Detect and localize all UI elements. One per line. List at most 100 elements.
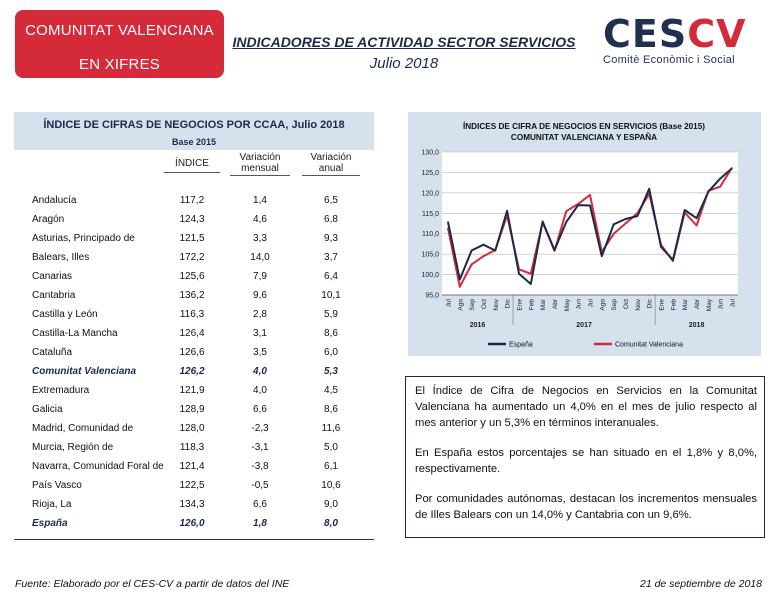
monthly-variation: 6,6 xyxy=(253,499,267,510)
y-tick-label: 105,0 xyxy=(421,252,439,259)
annual-variation: 6,1 xyxy=(324,461,338,472)
region-name: Rioja, La xyxy=(32,499,72,510)
series-line-espana xyxy=(446,167,733,285)
annual-variation: 9,0 xyxy=(324,499,338,510)
monthly-variation: 4,6 xyxy=(253,214,267,225)
index-value: 116,3 xyxy=(179,309,205,320)
region-name: Cantabria xyxy=(32,290,76,301)
monthly-variation: 3,3 xyxy=(253,233,267,244)
annual-variation: 11,6 xyxy=(321,423,341,434)
index-value: 122,5 xyxy=(179,480,205,491)
region-name: Extremadura xyxy=(32,385,90,396)
region-name: Canarias xyxy=(32,271,73,282)
summary-paragraph-1: El Índice de Cifra de Negocios en Servic… xyxy=(415,385,757,429)
annual-variation: 9,3 xyxy=(324,233,338,244)
table-row: Navarra, Comunidad Foral de 121,4 -3,8 6,1 xyxy=(14,458,374,477)
table-row: España 126,0 1,8 8,0 xyxy=(14,515,374,534)
table-base: Base 2015 xyxy=(171,137,217,147)
y-tick-label: 100,0 xyxy=(421,272,439,279)
monthly-variation: 9,6 xyxy=(253,290,267,301)
year-label: 2016 xyxy=(470,322,486,329)
x-tick-label: Feb xyxy=(528,299,535,311)
region-name: Andalucía xyxy=(32,195,77,206)
x-tick-label: Mar xyxy=(540,298,547,310)
x-tick-label: Jul xyxy=(445,298,452,307)
monthly-variation: 1,4 xyxy=(253,195,267,206)
x-tick-label: Sep xyxy=(469,299,476,311)
x-tick-label: May xyxy=(564,298,571,311)
index-value: 126,0 xyxy=(179,518,205,529)
monthly-variation: 3,5 xyxy=(253,347,267,358)
line-chart-panel: ÍNDICES DE CIFRA DE NEGOCIOS EN SERVICIO… xyxy=(408,112,761,356)
table-body: Andalucía 117,2 1,4 6,5 Aragón 124,3 4,6 6,8 Ast… xyxy=(14,192,374,534)
annual-variation: 4,5 xyxy=(324,385,338,396)
ccaa-table: ÍNDICE DE CIFRAS DE NEGOCIOS POR CCAA, J… xyxy=(14,112,374,540)
region-name: Murcia, Región de xyxy=(32,442,114,453)
x-tick-label: Jul xyxy=(588,298,595,307)
logo-subtext: Comitè Econòmic i Social xyxy=(603,54,735,66)
table-row: Comunitat Valenciana 126,2 4,0 5,3 xyxy=(14,363,374,382)
region-name: Asturias, Principado de xyxy=(32,233,135,244)
annual-variation: 5,9 xyxy=(324,309,338,320)
y-tick-label: 125,0 xyxy=(421,170,439,177)
table-row: Extremadura 121,9 4,0 4,5 xyxy=(14,382,374,401)
region-name: España xyxy=(32,518,68,529)
x-tick-label: Ago xyxy=(599,299,606,311)
monthly-variation: -3,8 xyxy=(251,461,269,472)
year-label: 2018 xyxy=(689,322,705,329)
x-tick-label: Ago xyxy=(457,299,464,311)
index-value: 125,6 xyxy=(179,271,205,282)
region-name: Castilla-La Mancha xyxy=(32,328,118,339)
region-name: Madrid, Comunidad de xyxy=(32,423,134,434)
region-name: Navarra, Comunidad Foral de xyxy=(32,461,164,472)
y-tick-label: 95,0 xyxy=(425,293,439,300)
index-value: 121,5 xyxy=(179,233,205,244)
table-header: ÍNDICE DE CIFRAS DE NEGOCIOS POR CCAA, J… xyxy=(14,112,374,150)
monthly-variation: 2,8 xyxy=(253,309,267,320)
line-chart: ÍNDICES DE CIFRA DE NEGOCIOS EN SERVICIO… xyxy=(421,121,738,349)
y-tick-label: 110,0 xyxy=(422,231,439,238)
y-tick-label: 120,0 xyxy=(421,190,439,197)
monthly-variation: -0,5 xyxy=(251,480,269,491)
report-subtitle: Julio 2018 xyxy=(369,55,439,72)
table-row: Galicia 128,9 6,6 8,6 xyxy=(14,401,374,420)
x-tick-label: Jul xyxy=(730,298,737,307)
x-tick-label: Nov xyxy=(635,298,642,310)
x-tick-label: Oct xyxy=(623,299,630,309)
footer-source: Fuente: Elaborado por el CES-CV a partir… xyxy=(15,578,290,590)
year-label: 2017 xyxy=(576,322,592,329)
cescv-logo: CESCV Comitè Econòmic i Social xyxy=(603,14,763,74)
index-value: 121,9 xyxy=(179,385,205,396)
table-row: Cantabria 136,2 9,6 10,1 xyxy=(14,287,374,306)
chart-title: ÍNDICES DE CIFRA DE NEGOCIOS EN SERVICIO… xyxy=(463,121,705,131)
col-header-index: ÍNDICE xyxy=(164,158,220,173)
col-header-annual-line1: Variación xyxy=(310,152,352,163)
index-value: 124,3 xyxy=(179,214,205,225)
summary-box: El Índice de Cifra de Negocios en Servic… xyxy=(405,376,765,538)
plot-area xyxy=(442,152,738,295)
x-tick-label: Dic xyxy=(505,298,512,308)
x-tick-label: Feb xyxy=(670,299,677,311)
region-name: Aragón xyxy=(32,214,65,225)
logo-text-main: CES xyxy=(603,12,688,56)
table-bottom-rule xyxy=(14,539,374,540)
table-row: Cataluña 126,6 3,5 6,0 xyxy=(14,344,374,363)
monthly-variation: 4,0 xyxy=(253,385,267,396)
region-badge: COMUNITAT VALENCIANA EN XIFRES xyxy=(15,10,224,78)
index-value: 126,6 xyxy=(179,347,205,358)
region-name: Cataluña xyxy=(32,347,73,358)
col-header-monthly-line2: mensual xyxy=(241,163,279,174)
index-value: 136,2 xyxy=(179,290,205,301)
legend-label-cv: Comunitat Valenciana xyxy=(615,342,683,349)
monthly-variation: 14,0 xyxy=(250,252,270,263)
x-tick-label: Mar xyxy=(682,298,689,310)
annual-variation: 6,0 xyxy=(324,347,338,358)
x-tick-label: Nov xyxy=(493,298,500,310)
index-value: 118,3 xyxy=(179,442,205,453)
annual-variation: 5,3 xyxy=(324,366,338,377)
badge-line-1: COMUNITAT VALENCIANA xyxy=(25,22,214,39)
logo-text-accent: CV xyxy=(687,12,747,56)
monthly-variation: 4,0 xyxy=(253,366,267,377)
index-value: 126,4 xyxy=(179,328,205,339)
table-row: Andalucía 117,2 1,4 6,5 xyxy=(14,192,374,211)
